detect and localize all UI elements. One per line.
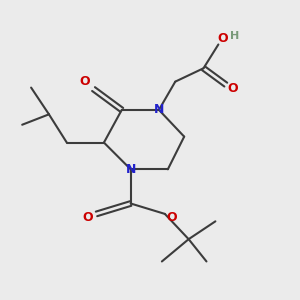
- Text: N: N: [125, 163, 136, 176]
- Text: O: O: [167, 211, 177, 224]
- Text: H: H: [230, 31, 239, 40]
- Text: O: O: [82, 211, 93, 224]
- Text: O: O: [227, 82, 238, 95]
- Text: O: O: [218, 32, 228, 45]
- Text: N: N: [154, 103, 164, 116]
- Text: O: O: [79, 75, 90, 88]
